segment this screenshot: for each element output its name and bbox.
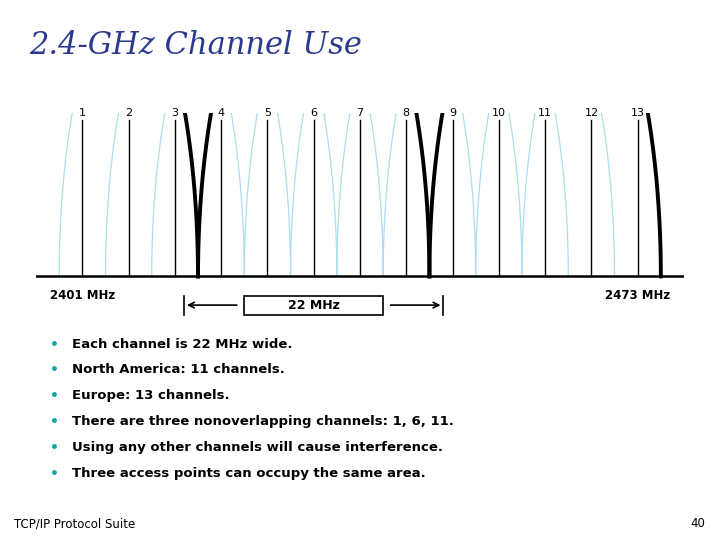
Text: 10: 10: [492, 107, 506, 118]
Text: 5: 5: [264, 107, 271, 118]
Text: •: •: [50, 415, 58, 429]
Text: 2401 MHz: 2401 MHz: [50, 289, 115, 302]
Text: There are three nonoverlapping channels: 1, 6, 11.: There are three nonoverlapping channels:…: [72, 415, 454, 428]
Text: 11: 11: [538, 107, 552, 118]
Text: 6: 6: [310, 107, 318, 118]
Text: Three access points can occupy the same area.: Three access points can occupy the same …: [72, 467, 426, 480]
Text: 2: 2: [125, 107, 132, 118]
Text: 9: 9: [449, 107, 456, 118]
Text: Each channel is 22 MHz wide.: Each channel is 22 MHz wide.: [72, 338, 292, 350]
Text: •: •: [50, 363, 58, 377]
Text: •: •: [50, 389, 58, 403]
Text: 2473 MHz: 2473 MHz: [605, 289, 670, 302]
Text: 1: 1: [78, 107, 86, 118]
FancyBboxPatch shape: [244, 296, 383, 314]
Text: 7: 7: [356, 107, 364, 118]
Text: 3: 3: [171, 107, 179, 118]
Text: TCP/IP Protocol Suite: TCP/IP Protocol Suite: [14, 517, 135, 530]
Text: 12: 12: [585, 107, 598, 118]
Text: Using any other channels will cause interference.: Using any other channels will cause inte…: [72, 441, 443, 454]
Text: •: •: [50, 441, 58, 455]
Text: 2.4-GHz Channel Use: 2.4-GHz Channel Use: [29, 30, 361, 60]
Text: •: •: [50, 338, 58, 352]
Text: 802.11 b/g  2.4-GHz Channels: 802.11 b/g 2.4-GHz Channels: [233, 82, 487, 97]
Text: 40: 40: [690, 517, 706, 530]
Text: North America: 11 channels.: North America: 11 channels.: [72, 363, 285, 376]
Text: 22 MHz: 22 MHz: [288, 299, 340, 312]
Text: 13: 13: [631, 107, 644, 118]
Text: Europe: 13 channels.: Europe: 13 channels.: [72, 389, 230, 402]
Text: •: •: [50, 467, 58, 481]
Text: 8: 8: [402, 107, 410, 118]
Text: 4: 4: [217, 107, 225, 118]
